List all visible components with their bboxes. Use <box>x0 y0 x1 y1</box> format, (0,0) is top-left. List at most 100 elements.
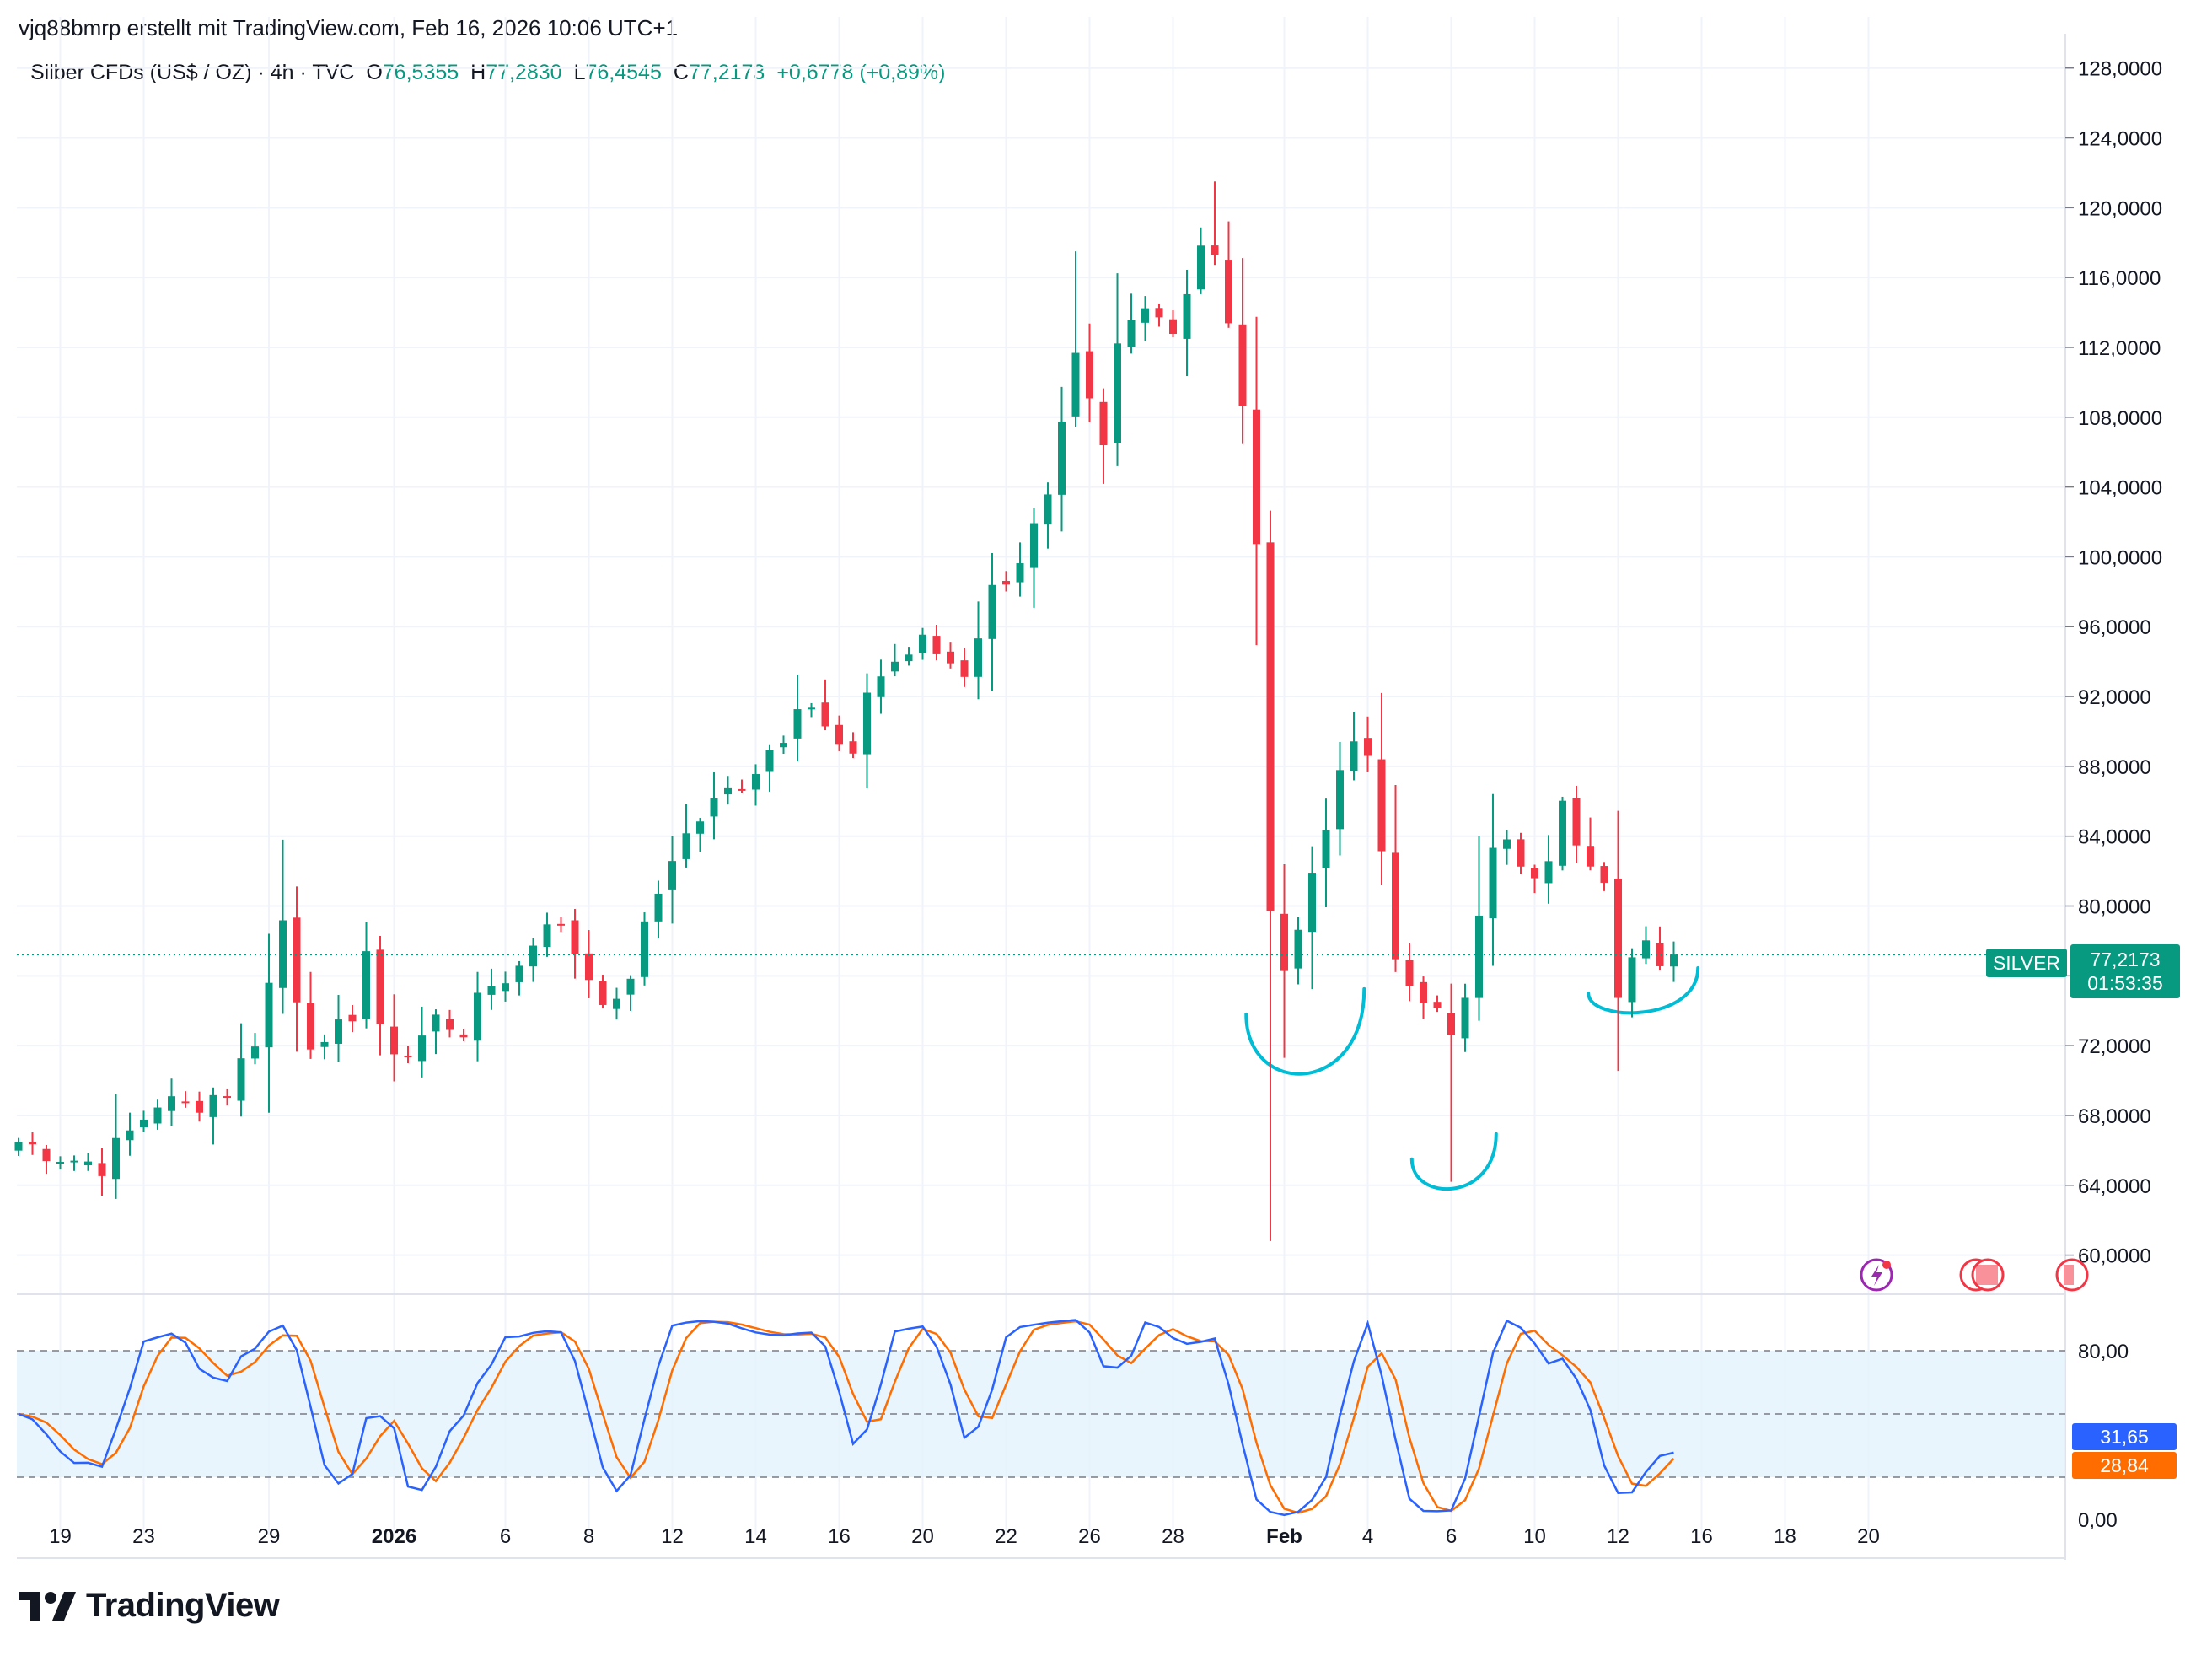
y-tick-label: 124,0000 <box>2078 128 2162 151</box>
x-tick-label: 26 <box>1078 1525 1101 1548</box>
candle-body <box>738 788 746 791</box>
candle-body <box>1642 940 1650 959</box>
candle-body <box>919 634 926 653</box>
price-badge-value: 77,2173 <box>2090 949 2160 970</box>
symbol-name[interactable]: Silber CFDs (US$ / OZ) · 4h · TVC <box>30 61 355 84</box>
y-tick-label: 92,0000 <box>2078 686 2151 709</box>
candle-body <box>168 1096 175 1111</box>
silver-badge: SILVER <box>1993 952 2060 974</box>
x-tick-label: 14 <box>744 1525 767 1548</box>
candle-body <box>1517 839 1525 867</box>
candle-body <box>1461 997 1469 1039</box>
candle-body <box>1614 878 1622 998</box>
annotation-left-shoulder[interactable] <box>1244 986 1366 1076</box>
candle-body <box>515 965 523 982</box>
candle-body <box>1016 563 1024 583</box>
candle-body <box>1544 861 1553 884</box>
y-tick-label: 60,0000 <box>2078 1245 2151 1268</box>
candle-body <box>960 660 969 677</box>
y-tick-label: 104,0000 <box>2078 477 2162 500</box>
candle-body <box>1266 542 1275 911</box>
flag-stripes <box>1976 1265 1998 1285</box>
candle-body <box>140 1119 148 1128</box>
candle-body <box>432 1014 440 1032</box>
lightning-dot <box>1882 1261 1891 1269</box>
y-tick-label: 116,0000 <box>2078 267 2161 290</box>
candle-body <box>1225 260 1232 324</box>
stoch-k-line <box>18 1319 1674 1517</box>
price-axis[interactable]: 60,000064,000068,000072,000076,000080,00… <box>2065 58 2162 1268</box>
candle-body <box>84 1161 92 1166</box>
candle-body <box>1155 308 1163 318</box>
candle-body <box>1071 352 1080 417</box>
candle-body <box>196 1100 203 1113</box>
x-tick-label: 29 <box>258 1525 281 1548</box>
x-tick-label: 12 <box>1607 1525 1629 1548</box>
candle-body <box>863 692 871 755</box>
candle-body <box>710 798 718 817</box>
y-tick-label: 64,0000 <box>2078 1175 2151 1198</box>
candle-body <box>14 1142 23 1151</box>
candle-body <box>793 709 802 739</box>
candle-body <box>988 584 996 639</box>
candle-body <box>390 1026 398 1055</box>
candle-body <box>808 707 815 710</box>
drawn-annotations[interactable] <box>1244 966 1700 1191</box>
candle-body <box>1183 293 1191 339</box>
candle-body <box>335 1019 342 1044</box>
candle-body <box>696 821 704 834</box>
candle-body <box>877 676 885 697</box>
stoch-tick-label: 80,00 <box>2078 1341 2129 1363</box>
candle-body <box>974 638 982 677</box>
stoch-tick-label: 0,00 <box>2078 1509 2118 1532</box>
candle-body <box>1058 421 1066 495</box>
candle-body <box>42 1148 51 1162</box>
candle-body <box>487 986 496 995</box>
tradingview-logo[interactable]: TradingView <box>19 1587 280 1625</box>
candle-body <box>1099 401 1108 446</box>
y-tick-label: 84,0000 <box>2078 826 2151 849</box>
candle-body <box>1002 581 1010 585</box>
annotation-right-shoulder[interactable] <box>1587 966 1700 1015</box>
candle-body <box>599 981 607 1005</box>
x-tick-label: Feb <box>1266 1525 1302 1548</box>
candle-body <box>1405 960 1414 986</box>
symbol-legend: Silber CFDs (US$ / OZ) · 4h · TVC O 76,53… <box>30 61 957 85</box>
candle-body <box>307 1003 314 1050</box>
candle-body <box>1238 324 1247 406</box>
candle-body <box>668 861 676 890</box>
candle-body <box>1475 915 1483 998</box>
y-tick-label: 128,0000 <box>2078 58 2162 81</box>
annotation-head[interactable] <box>1409 1132 1498 1191</box>
candle-body <box>752 774 760 790</box>
candle-body <box>947 651 954 664</box>
candle-body <box>932 636 941 654</box>
time-axis[interactable]: 19 23 29 2026 6 8 12 14 16 20 22 26 28 Feb 4 6 10 12 16 18 2… <box>49 1525 1880 1548</box>
candle-body <box>279 920 287 988</box>
candle-body <box>1308 873 1316 933</box>
stoch-d-line <box>18 1320 1675 1514</box>
candle-body <box>780 743 787 748</box>
open-label: O <box>366 61 383 84</box>
x-tick-label: 19 <box>49 1525 72 1548</box>
x-tick-label: 16 <box>828 1525 851 1548</box>
event-markers[interactable] <box>1860 1258 2089 1292</box>
candle-body <box>1433 1002 1442 1008</box>
candle-body <box>362 951 370 1019</box>
candle-body <box>765 750 774 772</box>
candle-body <box>1030 523 1038 568</box>
candle-body <box>849 741 857 754</box>
y-tick-label: 80,0000 <box>2078 896 2151 919</box>
silver-badge-bg <box>1986 949 2067 977</box>
candle-body <box>404 1056 412 1058</box>
candle-body <box>348 1014 357 1022</box>
candle-body <box>459 1034 468 1038</box>
candle-body <box>543 924 551 948</box>
change-value: +0,6778 (+0,89%) <box>776 61 946 84</box>
x-tick-label: 22 <box>995 1525 1017 1548</box>
price-badge-countdown: 01:53:35 <box>2087 972 2163 994</box>
candle-body <box>1253 409 1260 545</box>
y-tick-label: 100,0000 <box>2078 546 2162 569</box>
candle-body <box>446 1019 454 1030</box>
